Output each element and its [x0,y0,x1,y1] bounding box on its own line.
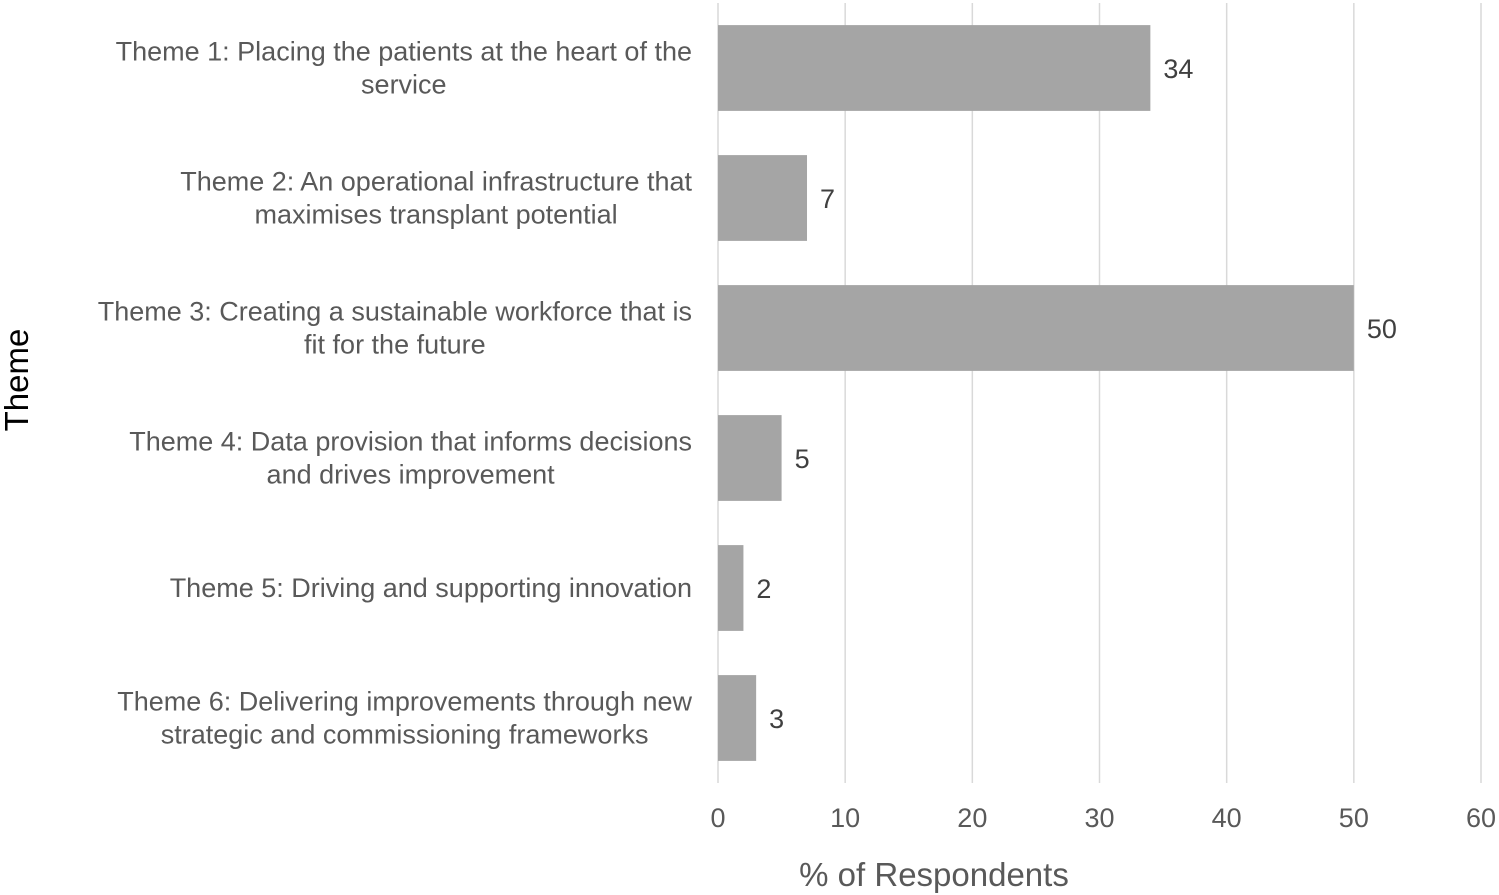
data-label: 5 [795,444,810,474]
gridlines [717,3,1482,783]
x-tick-label: 20 [957,803,987,833]
data-labels: 34 7 50 5 2 3 [756,54,1396,734]
category-label: Theme 6: Delivering improvements through… [117,687,692,750]
data-label: 34 [1163,54,1193,84]
category-label: Theme 2: An operational infrastructure t… [180,167,692,230]
category-label-line: service [361,70,447,100]
category-label: Theme 3: Creating a sustainable workforc… [98,297,692,360]
category-label-line: Theme 1: Placing the patients at the hea… [116,37,692,67]
category-label-line: Theme 5: Driving and supporting innovati… [170,573,692,603]
x-axis-title: % of Respondents [799,856,1069,893]
category-label-line: Theme 6: Delivering improvements through… [117,687,692,717]
category-label-line: Theme 2: An operational infrastructure t… [180,167,692,197]
x-tick-label: 30 [1084,803,1114,833]
bars [718,25,1354,761]
category-label: Theme 4: Data provision that informs dec… [129,427,692,490]
category-label-line: strategic and commissioning frameworks [161,720,649,750]
category-label-line: and drives improvement [267,460,556,490]
bar [718,25,1151,111]
x-tick-label: 0 [710,803,725,833]
bar [718,545,744,631]
bar [718,415,782,501]
x-tick-label: 60 [1466,803,1496,833]
x-tick-label: 50 [1339,803,1369,833]
data-label: 3 [769,704,784,734]
category-labels: Theme 1: Placing the patients at the hea… [98,37,693,750]
category-label-line: Theme 3: Creating a sustainable workforc… [98,297,692,327]
bar [718,155,808,241]
data-label: 7 [820,184,835,214]
bar [718,675,757,761]
category-label: Theme 1: Placing the patients at the hea… [116,37,692,100]
category-label-line: maximises transplant potential [255,200,618,230]
x-tick-label: 40 [1212,803,1242,833]
data-label: 2 [756,574,771,604]
category-label: Theme 5: Driving and supporting innovati… [170,573,692,603]
y-axis-title: Theme [0,329,35,432]
category-label-line: fit for the future [304,330,486,360]
data-label: 50 [1367,314,1397,344]
x-tick-label: 10 [830,803,860,833]
x-axis-ticks: 0 10 20 30 40 50 60 [710,803,1496,833]
category-label-line: Theme 4: Data provision that informs dec… [129,427,692,457]
bar [718,285,1354,371]
